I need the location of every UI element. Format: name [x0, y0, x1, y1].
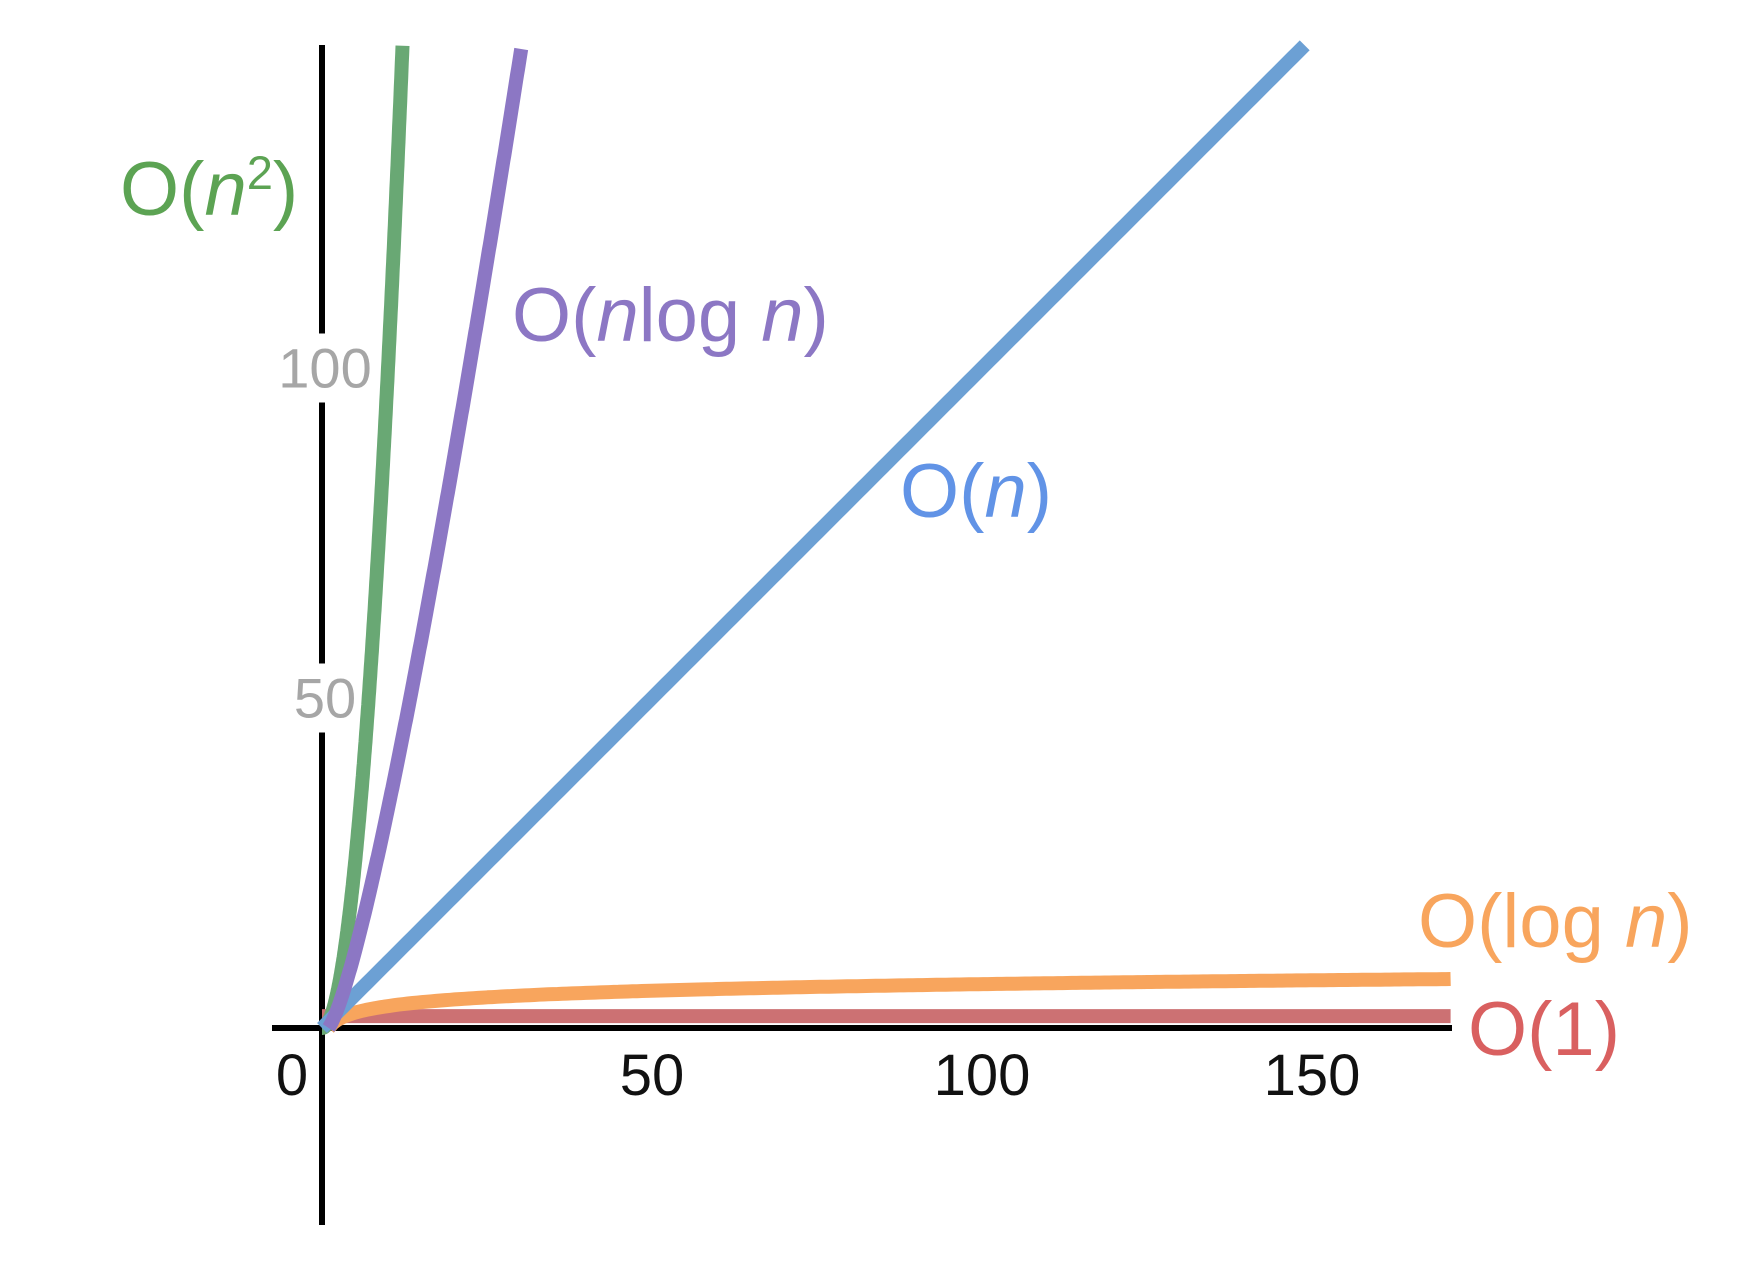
y-tick-label-backing-50 [288, 663, 362, 733]
x-tick-label-0: 0 [276, 1043, 308, 1108]
y-tick-label-50: 50 [294, 667, 356, 730]
y-tick-label-100: 100 [278, 337, 371, 400]
curve-on [317, 40, 1310, 1033]
y-tick-label-backing-100 [273, 333, 377, 403]
x-tick-label-150: 150 [1264, 1043, 1361, 1108]
curve-ologn [323, 972, 1453, 1033]
curve-onlogn [322, 47, 529, 1034]
curve-on2 [315, 45, 410, 1035]
x-tick-label-100: 100 [934, 1043, 1031, 1108]
x-tick-label-50: 50 [620, 1043, 685, 1108]
